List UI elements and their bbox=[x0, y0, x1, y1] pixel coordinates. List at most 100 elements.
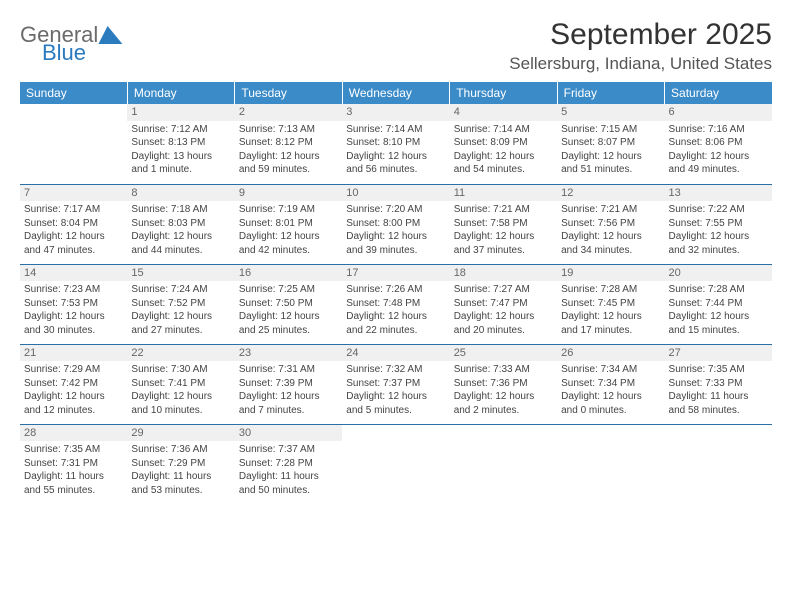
sunset-text: Sunset: 7:33 PM bbox=[669, 377, 768, 391]
calendar-week-row: 1Sunrise: 7:12 AMSunset: 8:13 PMDaylight… bbox=[20, 104, 772, 184]
calendar-day-cell: 20Sunrise: 7:28 AMSunset: 7:44 PMDayligh… bbox=[665, 264, 772, 344]
calendar-week-row: 14Sunrise: 7:23 AMSunset: 7:53 PMDayligh… bbox=[20, 264, 772, 344]
day-number: 14 bbox=[20, 265, 127, 282]
day-number: 30 bbox=[235, 425, 342, 442]
calendar-day-cell bbox=[450, 424, 557, 504]
sunset-text: Sunset: 7:37 PM bbox=[346, 377, 445, 391]
daylight-text: and 2 minutes. bbox=[454, 404, 553, 418]
daylight-text: Daylight: 12 hours bbox=[669, 310, 768, 324]
calendar-table: Sunday Monday Tuesday Wednesday Thursday… bbox=[20, 82, 772, 504]
header: General Blue September 2025 Sellersburg,… bbox=[20, 18, 772, 74]
sunset-text: Sunset: 8:00 PM bbox=[346, 217, 445, 231]
sunrise-text: Sunrise: 7:34 AM bbox=[561, 363, 660, 377]
daylight-text: Daylight: 12 hours bbox=[24, 310, 123, 324]
sunset-text: Sunset: 8:09 PM bbox=[454, 136, 553, 150]
daylight-text: and 55 minutes. bbox=[24, 484, 123, 498]
daylight-text: Daylight: 12 hours bbox=[454, 310, 553, 324]
calendar-day-cell: 12Sunrise: 7:21 AMSunset: 7:56 PMDayligh… bbox=[557, 184, 664, 264]
day-number: 11 bbox=[450, 185, 557, 202]
sunrise-text: Sunrise: 7:20 AM bbox=[346, 203, 445, 217]
weekday-header: Sunday bbox=[20, 82, 127, 104]
calendar-day-cell: 8Sunrise: 7:18 AMSunset: 8:03 PMDaylight… bbox=[127, 184, 234, 264]
sunset-text: Sunset: 7:28 PM bbox=[239, 457, 338, 471]
daylight-text: and 37 minutes. bbox=[454, 244, 553, 258]
day-number: 16 bbox=[235, 265, 342, 282]
sunset-text: Sunset: 7:29 PM bbox=[131, 457, 230, 471]
sunset-text: Sunset: 7:58 PM bbox=[454, 217, 553, 231]
sunrise-text: Sunrise: 7:12 AM bbox=[131, 123, 230, 137]
sunrise-text: Sunrise: 7:28 AM bbox=[561, 283, 660, 297]
sunset-text: Sunset: 8:01 PM bbox=[239, 217, 338, 231]
daylight-text: and 50 minutes. bbox=[239, 484, 338, 498]
daylight-text: and 49 minutes. bbox=[669, 163, 768, 177]
calendar-day-cell bbox=[342, 424, 449, 504]
sunset-text: Sunset: 7:42 PM bbox=[24, 377, 123, 391]
daylight-text: and 5 minutes. bbox=[346, 404, 445, 418]
daylight-text: Daylight: 12 hours bbox=[239, 310, 338, 324]
daylight-text: Daylight: 12 hours bbox=[669, 230, 768, 244]
sunrise-text: Sunrise: 7:26 AM bbox=[346, 283, 445, 297]
day-number: 19 bbox=[557, 265, 664, 282]
day-number: 2 bbox=[235, 104, 342, 121]
calendar-day-cell: 26Sunrise: 7:34 AMSunset: 7:34 PMDayligh… bbox=[557, 344, 664, 424]
calendar-week-row: 21Sunrise: 7:29 AMSunset: 7:42 PMDayligh… bbox=[20, 344, 772, 424]
daylight-text: Daylight: 12 hours bbox=[561, 390, 660, 404]
calendar-day-cell: 24Sunrise: 7:32 AMSunset: 7:37 PMDayligh… bbox=[342, 344, 449, 424]
sunrise-text: Sunrise: 7:16 AM bbox=[669, 123, 768, 137]
sunrise-text: Sunrise: 7:19 AM bbox=[239, 203, 338, 217]
day-number: 7 bbox=[20, 185, 127, 202]
sunrise-text: Sunrise: 7:35 AM bbox=[24, 443, 123, 457]
day-number: 23 bbox=[235, 345, 342, 362]
daylight-text: Daylight: 12 hours bbox=[131, 310, 230, 324]
calendar-day-cell: 29Sunrise: 7:36 AMSunset: 7:29 PMDayligh… bbox=[127, 424, 234, 504]
sunrise-text: Sunrise: 7:35 AM bbox=[669, 363, 768, 377]
day-number: 28 bbox=[20, 425, 127, 442]
daylight-text: Daylight: 13 hours bbox=[131, 150, 230, 164]
logo-text-blue: Blue bbox=[42, 42, 124, 64]
daylight-text: and 51 minutes. bbox=[561, 163, 660, 177]
day-number: 21 bbox=[20, 345, 127, 362]
weekday-header: Thursday bbox=[450, 82, 557, 104]
sunset-text: Sunset: 8:13 PM bbox=[131, 136, 230, 150]
calendar-day-cell: 3Sunrise: 7:14 AMSunset: 8:10 PMDaylight… bbox=[342, 104, 449, 184]
daylight-text: and 10 minutes. bbox=[131, 404, 230, 418]
sunrise-text: Sunrise: 7:27 AM bbox=[454, 283, 553, 297]
weekday-header: Saturday bbox=[665, 82, 772, 104]
daylight-text: Daylight: 12 hours bbox=[239, 390, 338, 404]
sunrise-text: Sunrise: 7:22 AM bbox=[669, 203, 768, 217]
daylight-text: Daylight: 12 hours bbox=[561, 150, 660, 164]
daylight-text: and 27 minutes. bbox=[131, 324, 230, 338]
sunset-text: Sunset: 7:36 PM bbox=[454, 377, 553, 391]
sunrise-text: Sunrise: 7:33 AM bbox=[454, 363, 553, 377]
sunset-text: Sunset: 7:52 PM bbox=[131, 297, 230, 311]
daylight-text: and 25 minutes. bbox=[239, 324, 338, 338]
calendar-day-cell: 22Sunrise: 7:30 AMSunset: 7:41 PMDayligh… bbox=[127, 344, 234, 424]
sunset-text: Sunset: 7:39 PM bbox=[239, 377, 338, 391]
sunset-text: Sunset: 7:47 PM bbox=[454, 297, 553, 311]
daylight-text: and 1 minute. bbox=[131, 163, 230, 177]
daylight-text: and 22 minutes. bbox=[346, 324, 445, 338]
sunrise-text: Sunrise: 7:30 AM bbox=[131, 363, 230, 377]
weekday-header: Wednesday bbox=[342, 82, 449, 104]
calendar-day-cell: 19Sunrise: 7:28 AMSunset: 7:45 PMDayligh… bbox=[557, 264, 664, 344]
calendar-day-cell bbox=[20, 104, 127, 184]
logo: General Blue bbox=[20, 24, 124, 64]
calendar-day-cell: 17Sunrise: 7:26 AMSunset: 7:48 PMDayligh… bbox=[342, 264, 449, 344]
daylight-text: Daylight: 12 hours bbox=[239, 150, 338, 164]
sunset-text: Sunset: 8:06 PM bbox=[669, 136, 768, 150]
daylight-text: Daylight: 12 hours bbox=[454, 230, 553, 244]
sunset-text: Sunset: 7:55 PM bbox=[669, 217, 768, 231]
sunset-text: Sunset: 7:56 PM bbox=[561, 217, 660, 231]
daylight-text: and 20 minutes. bbox=[454, 324, 553, 338]
sunset-text: Sunset: 7:45 PM bbox=[561, 297, 660, 311]
daylight-text: Daylight: 12 hours bbox=[24, 390, 123, 404]
calendar-day-cell: 30Sunrise: 7:37 AMSunset: 7:28 PMDayligh… bbox=[235, 424, 342, 504]
daylight-text: and 58 minutes. bbox=[669, 404, 768, 418]
calendar-day-cell: 28Sunrise: 7:35 AMSunset: 7:31 PMDayligh… bbox=[20, 424, 127, 504]
sunrise-text: Sunrise: 7:15 AM bbox=[561, 123, 660, 137]
title-block: September 2025 Sellersburg, Indiana, Uni… bbox=[509, 18, 772, 74]
sunrise-text: Sunrise: 7:21 AM bbox=[561, 203, 660, 217]
daylight-text: and 7 minutes. bbox=[239, 404, 338, 418]
calendar-day-cell: 4Sunrise: 7:14 AMSunset: 8:09 PMDaylight… bbox=[450, 104, 557, 184]
day-number: 6 bbox=[665, 104, 772, 121]
